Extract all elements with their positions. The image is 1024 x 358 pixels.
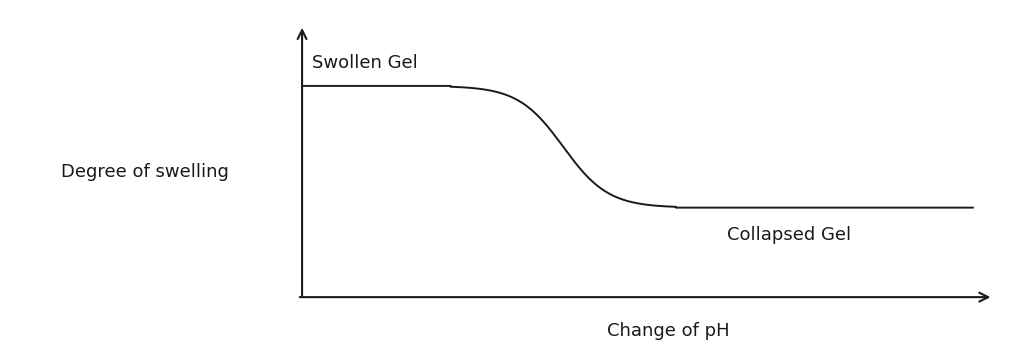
Text: Change of pH: Change of pH bbox=[607, 322, 729, 340]
Text: Swollen Gel: Swollen Gel bbox=[312, 54, 418, 72]
Text: Degree of swelling: Degree of swelling bbox=[61, 163, 229, 181]
Text: Collapsed Gel: Collapsed Gel bbox=[727, 226, 851, 243]
